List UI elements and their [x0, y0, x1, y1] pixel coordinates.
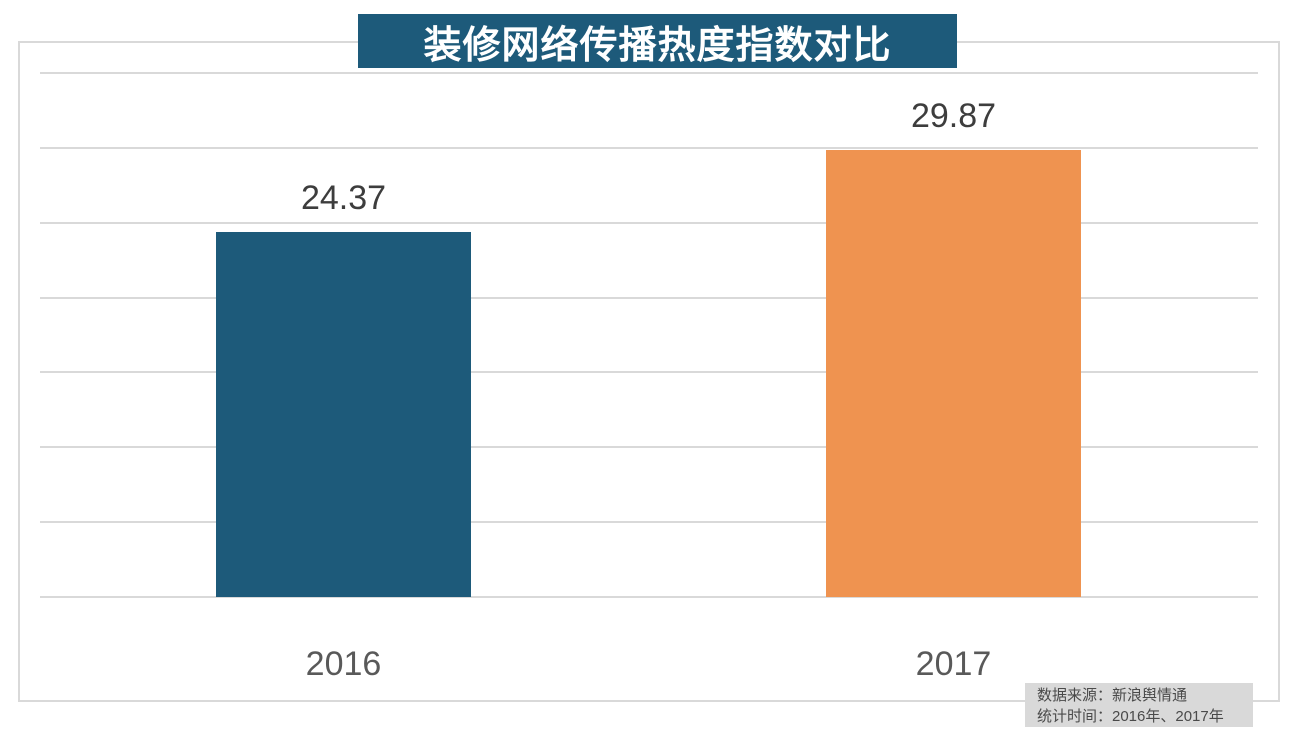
plot-frame: [18, 41, 1280, 702]
source-note-line2: 统计时间：2016年、2017年: [1037, 708, 1224, 725]
x-axis-label-2016: 2016: [305, 645, 382, 683]
chart-title: 装修网络传播热度指数对比: [423, 24, 892, 67]
value-label-2017: 29.87: [910, 96, 997, 135]
source-note-line1: 数据来源：新浪舆情通: [1037, 687, 1188, 704]
chart-title-banner: 装修网络传播热度指数对比: [358, 14, 957, 68]
bar-2017: [826, 149, 1081, 597]
bar-2016: [216, 232, 471, 597]
x-axis-label-2017: 2017: [915, 645, 992, 683]
source-note: 数据来源：新浪舆情通 统计时间：2016年、2017年: [1025, 683, 1253, 727]
value-label-2016: 24.37: [300, 179, 387, 218]
